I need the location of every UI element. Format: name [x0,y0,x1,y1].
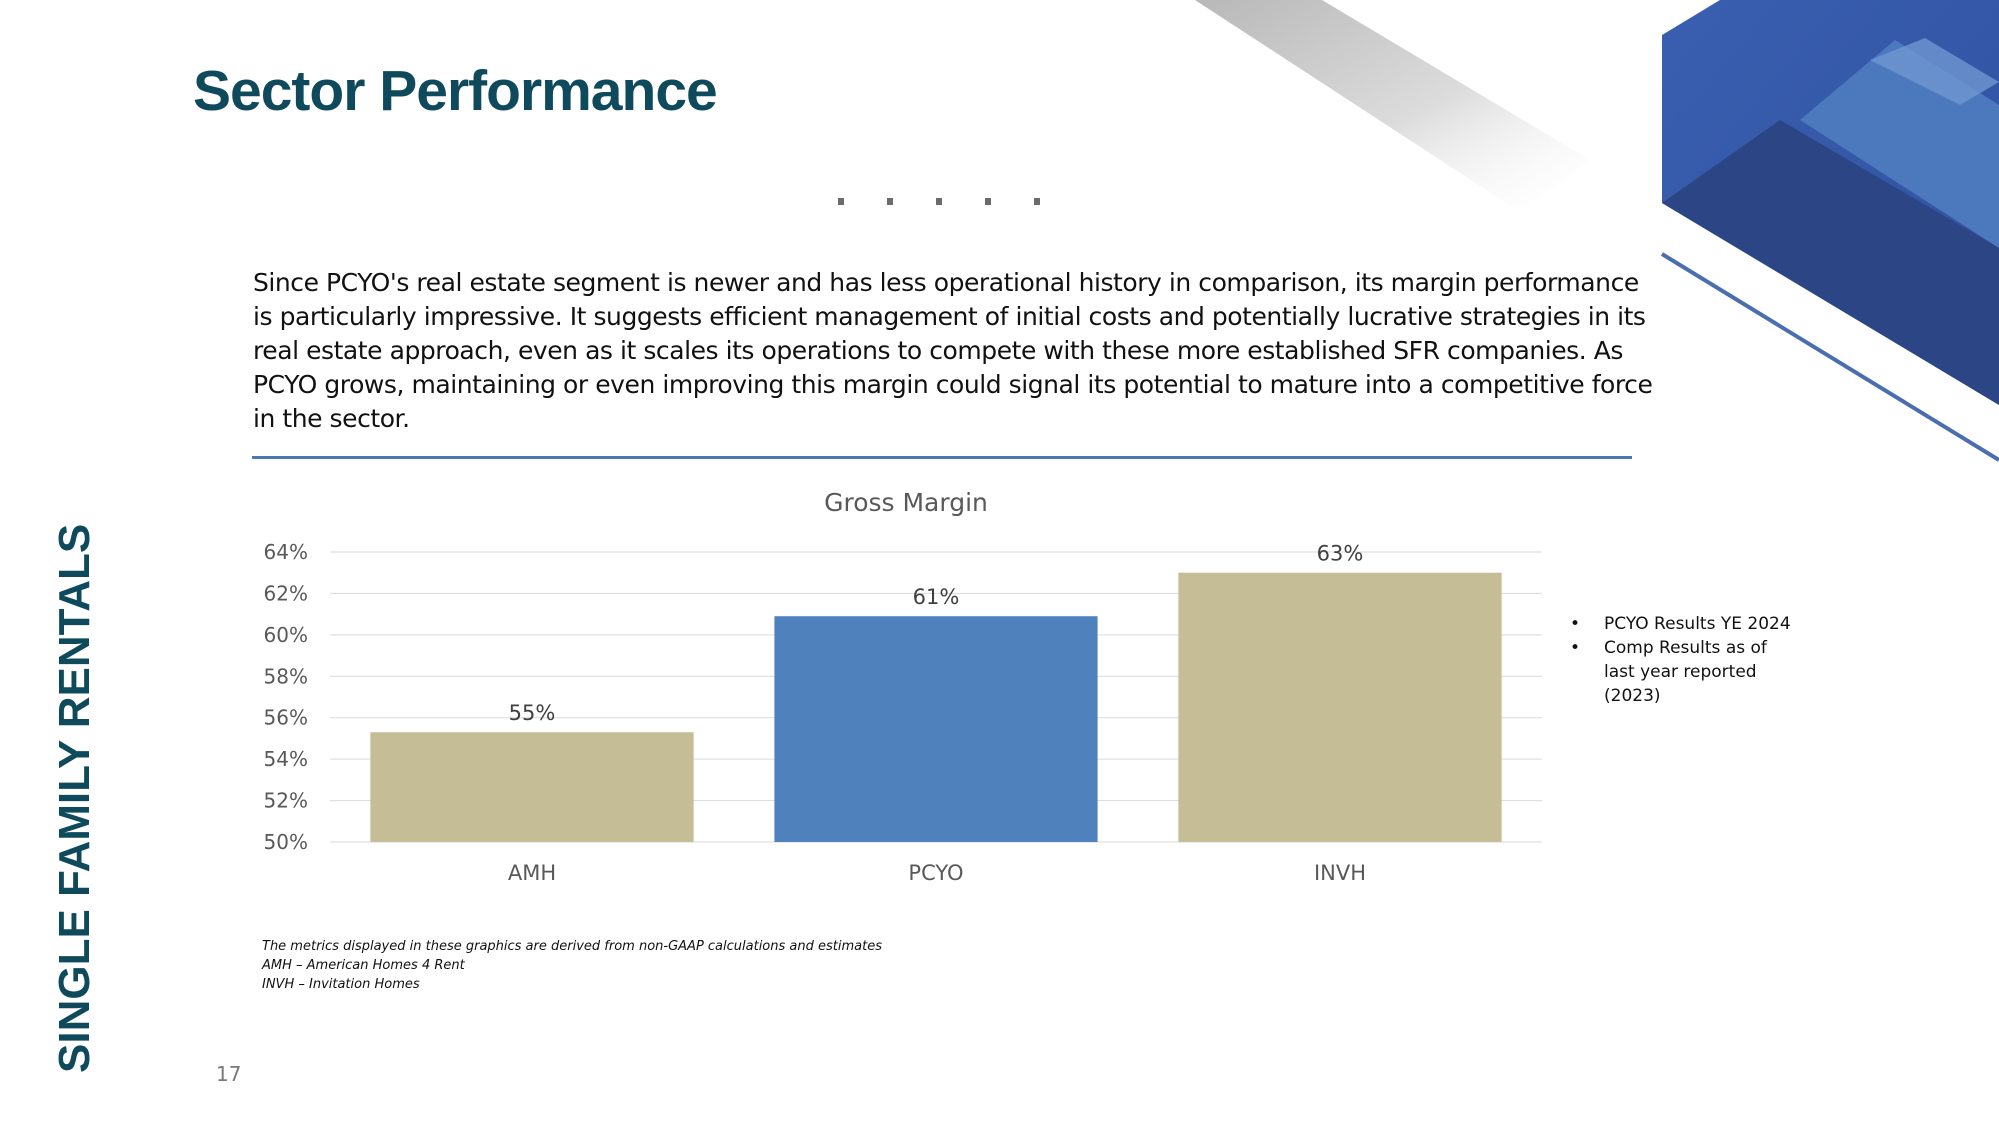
y-tick-label: 56% [264,706,308,730]
bar-amh [370,732,694,842]
body-paragraph: Since PCYO's real estate segment is newe… [253,268,1653,433]
x-tick-label-invh: INVH [1314,861,1366,885]
grey-stripe-shape [1195,0,1590,212]
bar-invh [1178,572,1502,842]
page-number: 17 [216,1062,242,1086]
dot [936,198,942,205]
footnote: AMH – American Homes 4 Rent [262,958,465,973]
data-label-amh: 55% [509,701,556,725]
y-tick-label: 58% [264,664,308,688]
x-tick-label-pcyo: PCYO [908,861,963,885]
footnotes: The metrics displayed in these graphics … [262,937,882,994]
bar-pcyo [774,616,1098,842]
dot [887,198,893,205]
note-item: Comp Results as of last year reported (2… [1570,636,1800,708]
y-axis-labels: 50% 52% 54% 56% 58% 60% 62% 64% [264,540,308,854]
y-tick-label: 54% [264,747,308,771]
chart-title: Gross Margin [824,488,988,517]
dot [985,198,991,205]
data-labels: 55% 61% 63% [509,542,1364,726]
x-axis-labels: AMH PCYO INVH [508,861,1366,885]
dot [1034,198,1040,205]
section-label: SINGLE FAMILY RENTALS [50,523,99,1073]
blue-rule-shape [1660,252,1999,462]
x-tick-label-amh: AMH [508,861,556,885]
note-item: PCYO Results YE 2024 [1570,612,1800,636]
footnote: The metrics displayed in these graphics … [262,939,882,954]
y-tick-label: 64% [264,540,308,564]
y-tick-label: 50% [264,830,308,854]
y-tick-label: 60% [264,623,308,647]
footnote: INVH – Invitation Homes [262,977,420,992]
y-tick-label: 52% [264,789,308,813]
data-label-pcyo: 61% [913,585,960,609]
highlight-shape [1870,38,1999,105]
y-tick-label: 62% [264,581,308,605]
page-title: Sector Performance [193,59,718,123]
gross-margin-chart: Gross Margin 50% 52% 54% 56% 58% 60% 62% 64% 55… [264,488,1542,885]
bars [370,572,1502,842]
data-label-invh: 63% [1317,542,1364,566]
side-notes: PCYO Results YE 2024 Comp Results as of … [1570,612,1800,708]
section-divider [252,456,1632,459]
blue-band-dark-shape [1662,120,1999,405]
dot [838,198,844,205]
